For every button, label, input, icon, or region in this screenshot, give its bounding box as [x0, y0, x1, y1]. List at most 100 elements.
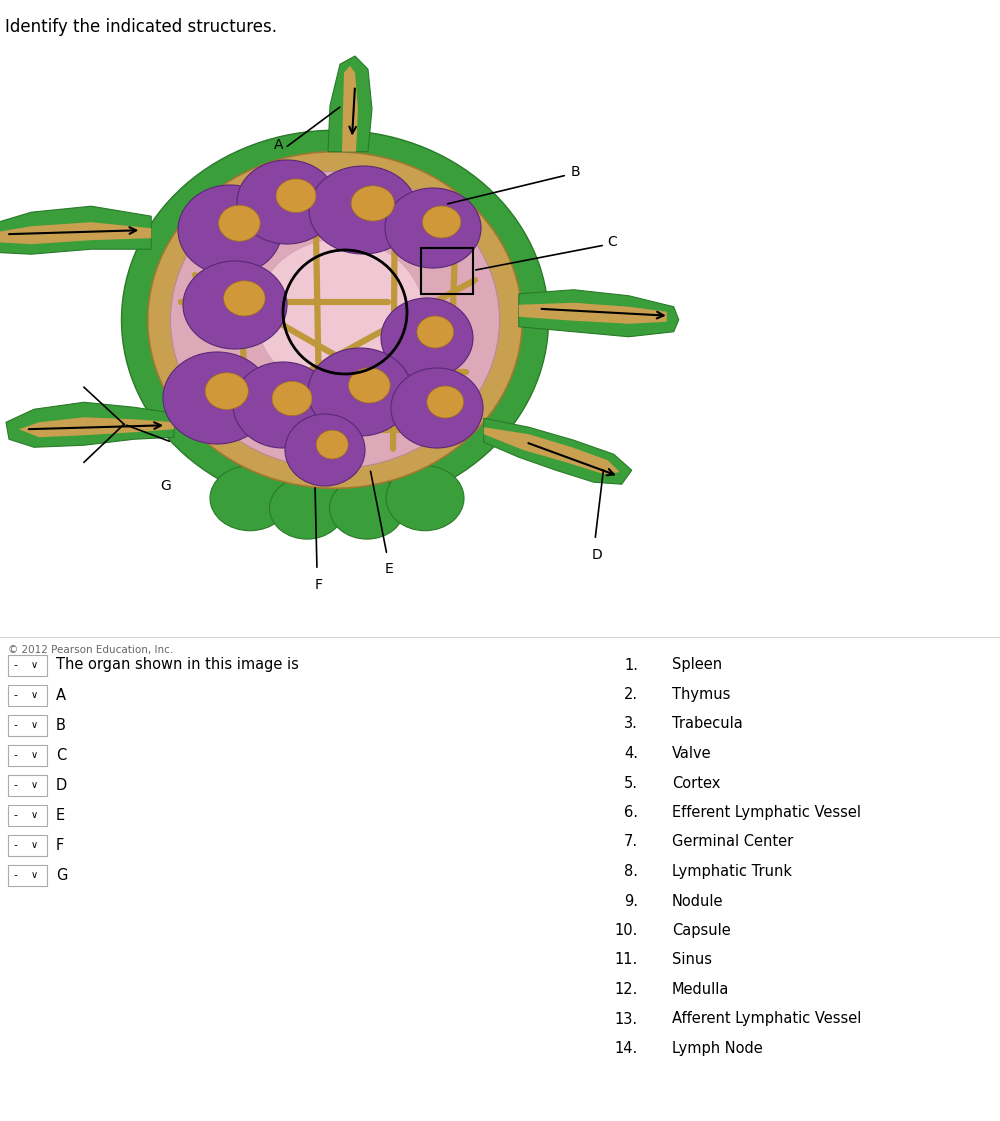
Ellipse shape: [417, 316, 454, 348]
Ellipse shape: [233, 362, 333, 448]
Ellipse shape: [285, 414, 365, 487]
Text: E: E: [385, 562, 393, 576]
Text: -: -: [13, 750, 17, 760]
Text: -: -: [13, 840, 17, 850]
Ellipse shape: [237, 160, 337, 244]
Text: 1.: 1.: [624, 658, 638, 673]
Text: The organ shown in this image is: The organ shown in this image is: [56, 658, 299, 673]
Text: D: D: [56, 778, 67, 793]
Ellipse shape: [386, 465, 464, 530]
Text: 9.: 9.: [624, 893, 638, 908]
Text: ∨: ∨: [30, 840, 38, 850]
Text: 13.: 13.: [615, 1011, 638, 1027]
Text: Medulla: Medulla: [672, 982, 729, 997]
Text: ∨: ∨: [30, 750, 38, 760]
Text: -: -: [13, 691, 17, 700]
Bar: [421, 248, 473, 294]
FancyBboxPatch shape: [8, 714, 46, 735]
Ellipse shape: [210, 465, 290, 530]
Text: 5.: 5.: [624, 776, 638, 790]
Ellipse shape: [170, 172, 500, 469]
Text: Nodule: Nodule: [672, 893, 724, 908]
Ellipse shape: [422, 206, 461, 238]
Text: ∨: ∨: [30, 780, 38, 790]
Text: Sinus: Sinus: [672, 953, 712, 967]
Text: E: E: [56, 807, 65, 823]
Ellipse shape: [351, 186, 394, 221]
Text: F: F: [56, 837, 64, 852]
FancyBboxPatch shape: [8, 864, 46, 886]
Ellipse shape: [391, 368, 483, 448]
Text: Efferent Lymphatic Vessel: Efferent Lymphatic Vessel: [672, 805, 861, 819]
Polygon shape: [484, 418, 632, 484]
Text: C: C: [607, 235, 617, 249]
Text: G: G: [56, 868, 67, 882]
FancyBboxPatch shape: [8, 775, 46, 796]
Text: -: -: [13, 780, 17, 790]
FancyBboxPatch shape: [8, 834, 46, 855]
Ellipse shape: [224, 280, 265, 316]
Text: ∨: ∨: [30, 660, 38, 670]
Polygon shape: [519, 303, 667, 324]
Ellipse shape: [309, 166, 417, 254]
Text: Valve: Valve: [672, 745, 712, 761]
Ellipse shape: [276, 179, 316, 213]
Ellipse shape: [427, 386, 464, 418]
Text: Germinal Center: Germinal Center: [672, 834, 793, 850]
Ellipse shape: [308, 348, 412, 436]
Text: 10.: 10.: [615, 923, 638, 938]
Ellipse shape: [256, 239, 424, 391]
Text: B: B: [56, 717, 66, 732]
Text: C: C: [56, 748, 66, 762]
Ellipse shape: [122, 130, 548, 510]
Text: G: G: [161, 480, 171, 493]
Text: 11.: 11.: [615, 953, 638, 967]
Text: -: -: [13, 810, 17, 819]
Text: Lymphatic Trunk: Lymphatic Trunk: [672, 864, 792, 879]
Text: 3.: 3.: [624, 716, 638, 732]
Text: 7.: 7.: [624, 834, 638, 850]
Ellipse shape: [349, 368, 390, 404]
Text: ∨: ∨: [30, 720, 38, 730]
Ellipse shape: [219, 205, 260, 241]
Text: ∨: ∨: [30, 810, 38, 819]
Ellipse shape: [183, 261, 287, 349]
Text: Thymus: Thymus: [672, 687, 730, 702]
Text: ∨: ∨: [30, 870, 38, 880]
Text: © 2012 Pearson Education, Inc.: © 2012 Pearson Education, Inc.: [8, 645, 173, 655]
Text: Capsule: Capsule: [672, 923, 731, 938]
Text: Trabecula: Trabecula: [672, 716, 743, 732]
Text: -: -: [13, 870, 17, 880]
Text: 8.: 8.: [624, 864, 638, 879]
Ellipse shape: [270, 478, 344, 539]
Text: Spleen: Spleen: [672, 658, 722, 673]
Text: -: -: [13, 660, 17, 670]
Polygon shape: [328, 56, 372, 151]
Ellipse shape: [205, 372, 248, 409]
Ellipse shape: [163, 352, 271, 444]
Polygon shape: [519, 289, 679, 336]
Text: A: A: [274, 138, 283, 152]
Text: Afferent Lymphatic Vessel: Afferent Lymphatic Vessel: [672, 1011, 861, 1027]
Polygon shape: [6, 402, 174, 447]
Text: 4.: 4.: [624, 745, 638, 761]
Polygon shape: [19, 417, 174, 437]
Text: Identify the indicated structures.: Identify the indicated structures.: [5, 18, 277, 36]
Polygon shape: [0, 222, 151, 244]
FancyBboxPatch shape: [8, 805, 46, 825]
FancyBboxPatch shape: [8, 655, 46, 676]
Text: 6.: 6.: [624, 805, 638, 819]
FancyBboxPatch shape: [8, 685, 46, 705]
Text: 14.: 14.: [615, 1041, 638, 1056]
Polygon shape: [484, 427, 620, 474]
FancyBboxPatch shape: [8, 744, 46, 766]
Text: -: -: [13, 720, 17, 730]
Ellipse shape: [148, 151, 522, 489]
Polygon shape: [342, 66, 358, 151]
Ellipse shape: [381, 298, 473, 378]
Ellipse shape: [385, 188, 481, 268]
Ellipse shape: [330, 478, 404, 539]
Text: F: F: [315, 578, 323, 592]
Text: 2.: 2.: [624, 687, 638, 702]
Text: Lymph Node: Lymph Node: [672, 1041, 763, 1056]
